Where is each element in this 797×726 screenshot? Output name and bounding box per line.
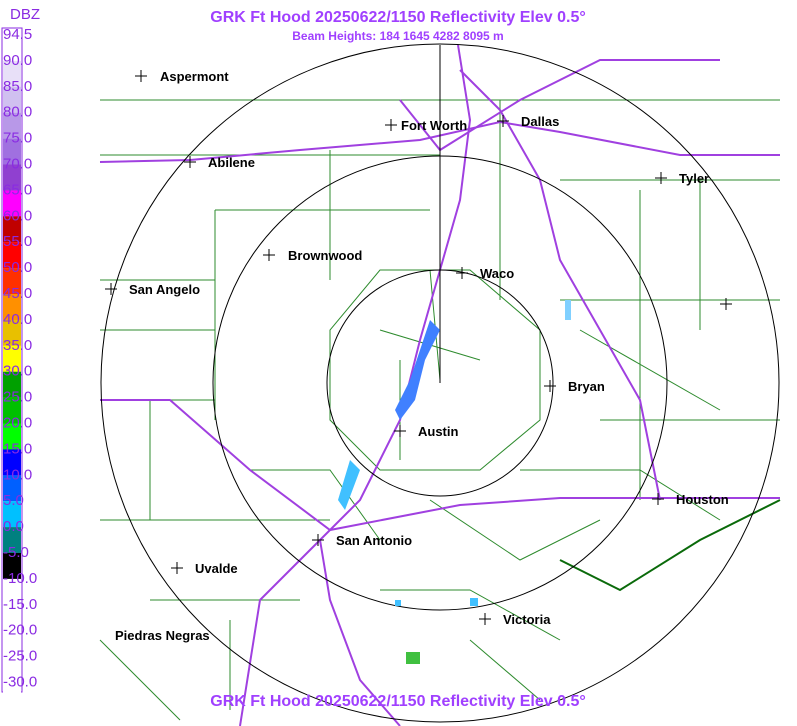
city-label: Aspermont (160, 69, 229, 84)
city-label: Abilene (208, 155, 255, 170)
colorbar-swatch (3, 475, 21, 502)
title: GRK Ft Hood 20250622/1150 Reflectivity E… (210, 9, 585, 26)
city-marker (497, 115, 509, 127)
highways (99, 44, 780, 726)
city-label: Victoria (503, 612, 551, 627)
city-label: Fort Worth (401, 118, 467, 133)
city-label: Houston (676, 492, 729, 507)
colorbar-label: -15.0 (3, 596, 37, 613)
city-label: Brownwood (288, 248, 362, 263)
colorbar: 94.5 90.0 85.0 80.0 75.0 70.0 65.0 60.0 55.0 50.0… (3, 26, 37, 709)
colorbar-swatch (3, 423, 21, 450)
colorbar-label: -20.0 (3, 622, 37, 639)
city-marker (312, 534, 324, 546)
colorbar-label: 10.0 (3, 466, 32, 483)
colorbar-label: 15.0 (3, 440, 32, 457)
city-marker (394, 425, 406, 437)
colorbar-label: 25.0 (3, 389, 32, 406)
colorbar-label: -5.0 (3, 544, 29, 561)
colorbar-swatch (3, 397, 21, 424)
city-marker (184, 156, 196, 168)
city-label: Tyler (679, 171, 709, 186)
colorbar-label: 5.0 (3, 492, 24, 509)
colorbar-unit: DBZ (10, 6, 40, 23)
colorbar-label: 20.0 (3, 415, 32, 432)
colorbar-swatch (3, 630, 21, 657)
colorbar-swatch (3, 656, 21, 683)
colorbar-label: 80.0 (3, 104, 32, 121)
range-rings (100, 43, 780, 723)
colorbar-swatch (3, 268, 21, 295)
city-marker (171, 562, 183, 574)
colorbar-label: 90.0 (3, 52, 32, 69)
city-label: Piedras Negras (115, 628, 210, 643)
colorbar-swatch (3, 86, 21, 113)
city-label: Uvalde (195, 561, 238, 576)
colorbar-swatch (3, 319, 21, 346)
city-marker (655, 172, 667, 184)
cities: Aspermont Fort Worth Dallas Abilene Tyler Bro… (105, 69, 732, 643)
colorbar-swatch (3, 60, 21, 87)
city-label: Austin (418, 424, 459, 439)
colorbar-label: 75.0 (3, 130, 32, 147)
colorbar-label: 30.0 (3, 363, 32, 380)
city-marker (135, 70, 147, 82)
colorbar-swatch (3, 682, 21, 709)
city-marker (652, 493, 664, 505)
colorbar-swatch (3, 112, 21, 139)
colorbar-label: 55.0 (3, 233, 32, 250)
colorbar-swatch (3, 371, 21, 398)
colorbar-swatch (3, 294, 21, 320)
city-label: San Angelo (129, 282, 200, 297)
city-marker (479, 613, 491, 625)
colorbar-label: -30.0 (3, 674, 37, 691)
city-marker (544, 380, 556, 392)
city-marker (385, 119, 397, 131)
colorbar-label: 45.0 (3, 285, 32, 302)
city-label: Bryan (568, 379, 605, 394)
colorbar-swatch (3, 553, 21, 579)
colorbar-swatch (3, 216, 21, 243)
colorbar-swatch (3, 35, 21, 61)
footer-title: GRK Ft Hood 20250622/1150 Reflectivity E… (210, 693, 585, 710)
echoes (338, 300, 571, 664)
colorbar-swatch (3, 604, 21, 631)
city-label: Waco (480, 266, 514, 281)
colorbar-swatch (3, 242, 21, 269)
colorbar-label: 65.0 (3, 181, 32, 198)
subtitle: Beam Heights: 184 1645 4282 8095 m (292, 29, 503, 43)
colorbar-label: 60.0 (3, 207, 32, 224)
city-marker (456, 267, 468, 279)
colorbar-swatch (3, 578, 21, 605)
city-marker (720, 298, 732, 310)
colorbar-swatch (3, 527, 21, 554)
colorbar-label: 35.0 (3, 337, 32, 354)
colorbar-label: 40.0 (3, 311, 32, 328)
colorbar-swatch (3, 501, 21, 528)
colorbar-label: -25.0 (3, 648, 37, 665)
colorbar-label: 0.0 (3, 518, 24, 535)
city-marker (263, 249, 275, 261)
colorbar-label: 50.0 (3, 259, 32, 276)
colorbar-label: 94.5 (3, 26, 32, 43)
colorbar-swatch (3, 164, 21, 191)
colorbar-swatch (3, 190, 21, 217)
colorbar-swatch (3, 449, 21, 476)
colorbar-label: 85.0 (3, 78, 32, 95)
colorbar-swatch (3, 138, 21, 165)
colorbar-label: -10.0 (3, 570, 37, 587)
city-label: San Antonio (336, 533, 412, 548)
city-label: Dallas (521, 114, 559, 129)
colorbar-swatch (3, 345, 21, 372)
city-marker (105, 283, 117, 295)
colorbar-label: 70.0 (3, 156, 32, 173)
